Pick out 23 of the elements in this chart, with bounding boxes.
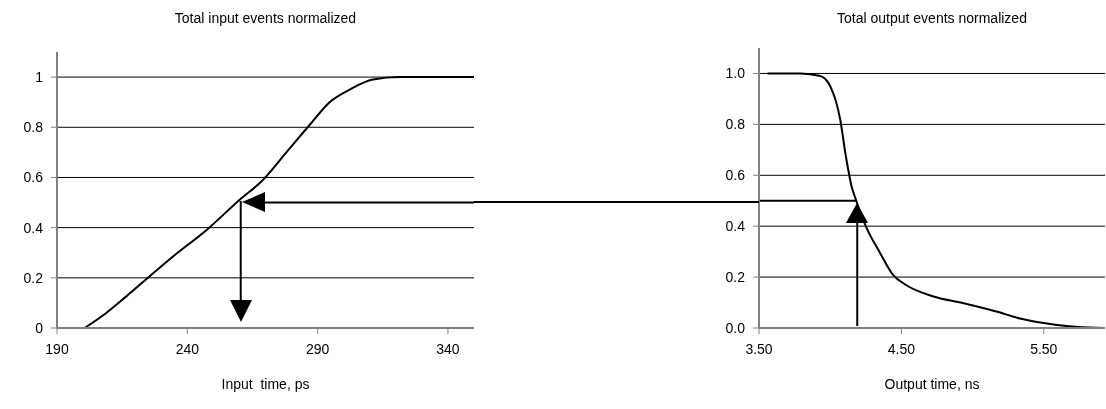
x-tick-label: 190 bbox=[45, 340, 69, 357]
x-tick-label: 5.50 bbox=[1030, 340, 1058, 357]
y-tick-label: 0.2 bbox=[725, 269, 746, 286]
y-tick-label: 1 bbox=[35, 69, 44, 86]
y-tick-label: 0.6 bbox=[23, 169, 44, 186]
y-tick-label: 0.4 bbox=[23, 219, 44, 236]
chart-title: Total output events normalized bbox=[836, 10, 1028, 26]
y-tick-label: 0.2 bbox=[23, 269, 44, 286]
y-tick-label: 1.0 bbox=[725, 65, 746, 82]
chart-title: Total input events normalized bbox=[173, 10, 358, 26]
x-tick-label: 290 bbox=[305, 340, 330, 357]
x-tick-label: 4.50 bbox=[887, 340, 916, 357]
x-axis-title: Output time, ns bbox=[883, 376, 981, 392]
x-axis-title: Input time, ps bbox=[220, 376, 311, 392]
y-tick-label: 0.8 bbox=[725, 116, 746, 133]
y-tick-label: 0 bbox=[35, 319, 44, 336]
y-tick-label: 0.6 bbox=[725, 167, 746, 184]
y-tick-label: 0.8 bbox=[23, 119, 44, 136]
x-tick-label: 240 bbox=[175, 340, 200, 357]
x-tick-label: 340 bbox=[436, 340, 460, 357]
y-tick-label: 0.0 bbox=[725, 319, 746, 336]
x-tick-label: 3.50 bbox=[745, 340, 773, 357]
y-tick-label: 0.4 bbox=[725, 218, 746, 235]
